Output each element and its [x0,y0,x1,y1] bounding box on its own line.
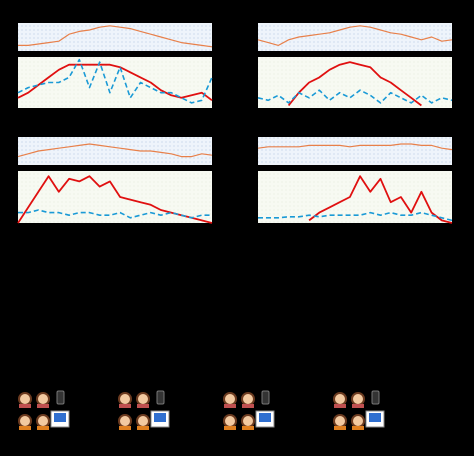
person-icon [36,414,50,428]
icon-group [18,390,70,430]
person-body [137,426,149,430]
laptop-screen [259,413,271,422]
person-icon [241,392,255,406]
person-icon [241,414,255,428]
series-line [287,61,422,107]
person-body [137,404,149,408]
person-body [119,404,131,408]
person-icon [351,414,365,428]
laptop-screen [54,413,66,422]
person-body [19,404,31,408]
series-line [18,25,213,48]
person-icon [118,414,132,428]
person-body [224,426,236,430]
series-line [257,25,453,46]
person-body [37,426,49,430]
series-line [17,58,213,104]
plot-area [18,57,212,108]
phone-icon [371,390,380,405]
laptop-screen [369,413,381,422]
person-icon [333,414,347,428]
series-line [17,175,213,224]
person-icon [118,392,132,406]
series-line [308,175,453,224]
series-line [257,143,453,151]
series-line [18,209,212,219]
phone-icon [261,390,270,405]
person-body [334,404,346,408]
person-icon [333,392,347,406]
person-body [242,426,254,430]
person-body [37,404,49,408]
laptop-screen [154,413,166,422]
person-body [19,426,31,430]
series-line [258,211,453,222]
person-icon [136,414,150,428]
person-icon [136,392,150,406]
series-line [17,143,213,158]
series-line [17,63,213,102]
person-body [334,426,346,430]
person-body [224,404,236,408]
person-icon [18,414,32,428]
person-icon [351,392,365,406]
person-icon [223,392,237,406]
phone-icon [56,390,65,405]
phone-icon [156,390,165,405]
plot-area [258,23,452,51]
person-icon [18,392,32,406]
plot-area [258,57,452,108]
series-line [257,89,453,104]
icon-group [118,390,170,430]
plot-area [18,23,212,51]
icon-group [223,390,275,430]
person-body [352,404,364,408]
person-body [242,404,254,408]
person-body [119,426,131,430]
plot-area [258,137,452,165]
person-icon [223,414,237,428]
icon-group [333,390,385,430]
person-body [352,426,364,430]
plot-area [18,137,212,165]
person-icon [36,392,50,406]
